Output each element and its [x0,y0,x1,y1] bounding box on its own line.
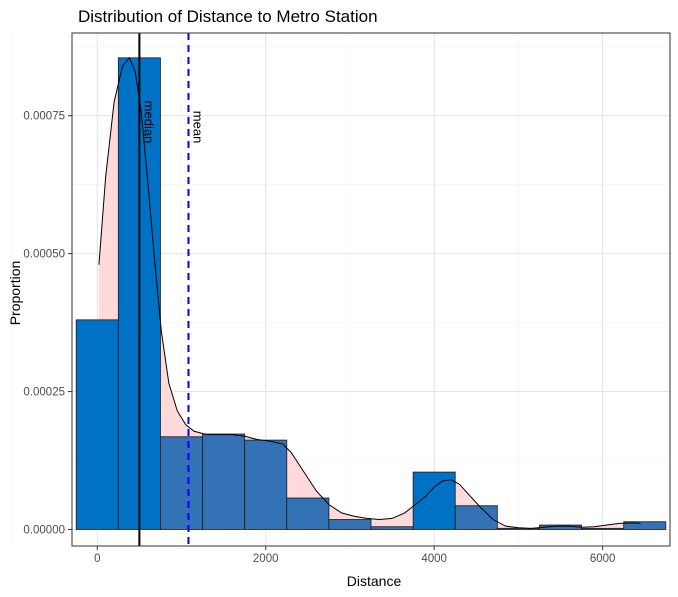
x-tick-label: 0 [94,553,100,565]
histogram-bar [75,319,119,530]
y-tick-label: 0.00000 [23,524,65,536]
y-axis-ticks: 0.00000 0.00025 0.00050 0.00075 [23,111,72,536]
mean-label: mean [190,111,205,144]
histogram-bars [75,57,667,530]
y-tick-label: 0.00025 [23,387,65,399]
x-tick-label: 6000 [590,553,616,565]
density-curve [98,56,641,529]
histogram-bar [581,527,625,530]
x-axis-title: Distance [347,573,402,589]
histogram-bar [244,439,288,530]
histogram-bar [202,433,246,530]
x-tick-label: 4000 [421,553,447,565]
histogram-bar [370,526,414,530]
y-tick-label: 0.00050 [23,249,65,261]
histogram-bar [454,505,498,530]
chart-title: Distribution of Distance to Metro Statio… [78,7,378,26]
median-label: median [141,101,156,144]
x-axis-ticks: 0 2000 4000 6000 [94,546,615,565]
histogram-bar [160,436,203,530]
histogram-bar [286,497,330,530]
x-tick-label: 2000 [253,553,279,565]
y-axis-title: Proportion [7,261,23,326]
panel-border [71,32,671,547]
histogram-bar [328,519,372,530]
histogram-bar [623,521,667,530]
y-tick-label: 0.00075 [23,111,65,123]
